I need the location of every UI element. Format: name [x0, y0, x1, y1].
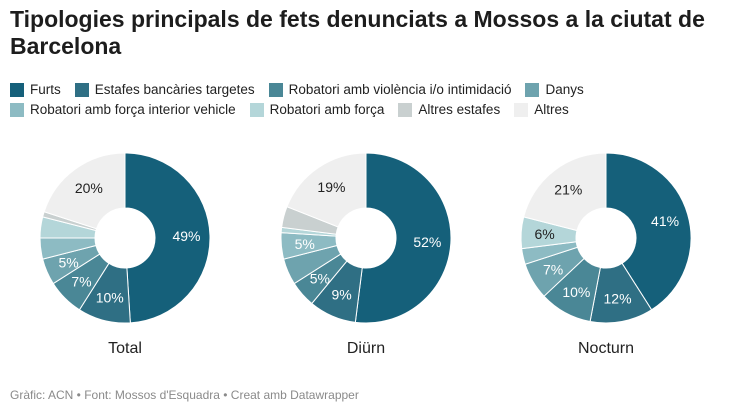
legend: Furts Estafes bancàries targetes Robatori … [10, 80, 710, 120]
data-label: 12% [604, 290, 632, 306]
legend-item: Furts [10, 80, 61, 100]
donut-title: Diürn [347, 340, 385, 357]
legend-label: Altres estafes [418, 102, 501, 117]
data-label: 49% [172, 228, 200, 244]
data-label: 20% [75, 180, 103, 196]
legend-label: Furts [30, 82, 61, 97]
legend-item: Estafes bancàries targetes [74, 80, 255, 100]
footer-source: Gràfic: ACN • Font: Mossos d'Esquadra • … [10, 388, 359, 402]
data-label: 52% [413, 234, 441, 250]
legend-item: Danys [525, 80, 584, 100]
data-label: 21% [554, 181, 582, 197]
legend-swatch [268, 83, 283, 97]
data-label: 9% [331, 286, 351, 302]
legend-swatch [10, 83, 24, 97]
legend-item: Robatori amb violència i/o intimidació [268, 80, 512, 100]
chart-title: Tipologies principals de fets denunciats… [10, 6, 705, 59]
legend-item: Altres estafes [398, 100, 500, 120]
donut-slice [286, 152, 367, 228]
donut-charts: 49%10%7%5%20%Total52%9%5%5%19%Diürn41%12… [39, 152, 692, 357]
legend-label: Robatori amb força interior vehicle [30, 102, 236, 117]
data-label: 7% [543, 261, 563, 277]
data-label: 5% [310, 271, 330, 287]
donut-slice [354, 152, 452, 324]
legend-label: Danys [545, 82, 584, 97]
legend-label: Estafes bancàries targetes [94, 82, 255, 97]
legend-swatch [249, 103, 264, 117]
legend-label: Robatori amb violència i/o intimidació [288, 82, 512, 97]
donut-slice [43, 152, 126, 230]
data-label: 7% [71, 273, 91, 289]
legend-label: Altres [534, 102, 569, 117]
donut-title: Total [108, 340, 142, 357]
donut-slice [523, 152, 607, 232]
legend-swatch [514, 103, 529, 117]
donut-title: Nocturn [578, 340, 634, 357]
legend-swatch [525, 83, 540, 97]
data-label: 41% [651, 213, 679, 229]
legend-swatch [74, 83, 89, 97]
data-label: 5% [295, 236, 315, 252]
legend-swatch [398, 103, 413, 117]
donut-slice [124, 152, 211, 324]
data-label: 10% [562, 284, 590, 300]
legend-swatch [10, 103, 24, 117]
data-label: 10% [96, 290, 124, 306]
data-label: 5% [58, 254, 78, 270]
data-label: 19% [317, 179, 345, 195]
data-label: 6% [535, 226, 555, 242]
legend-item: Altres [514, 100, 569, 120]
legend-label: Robatori amb força [269, 102, 385, 117]
legend-item: Robatori amb força interior vehicle [10, 100, 236, 120]
legend-item: Robatori amb força [249, 100, 385, 120]
